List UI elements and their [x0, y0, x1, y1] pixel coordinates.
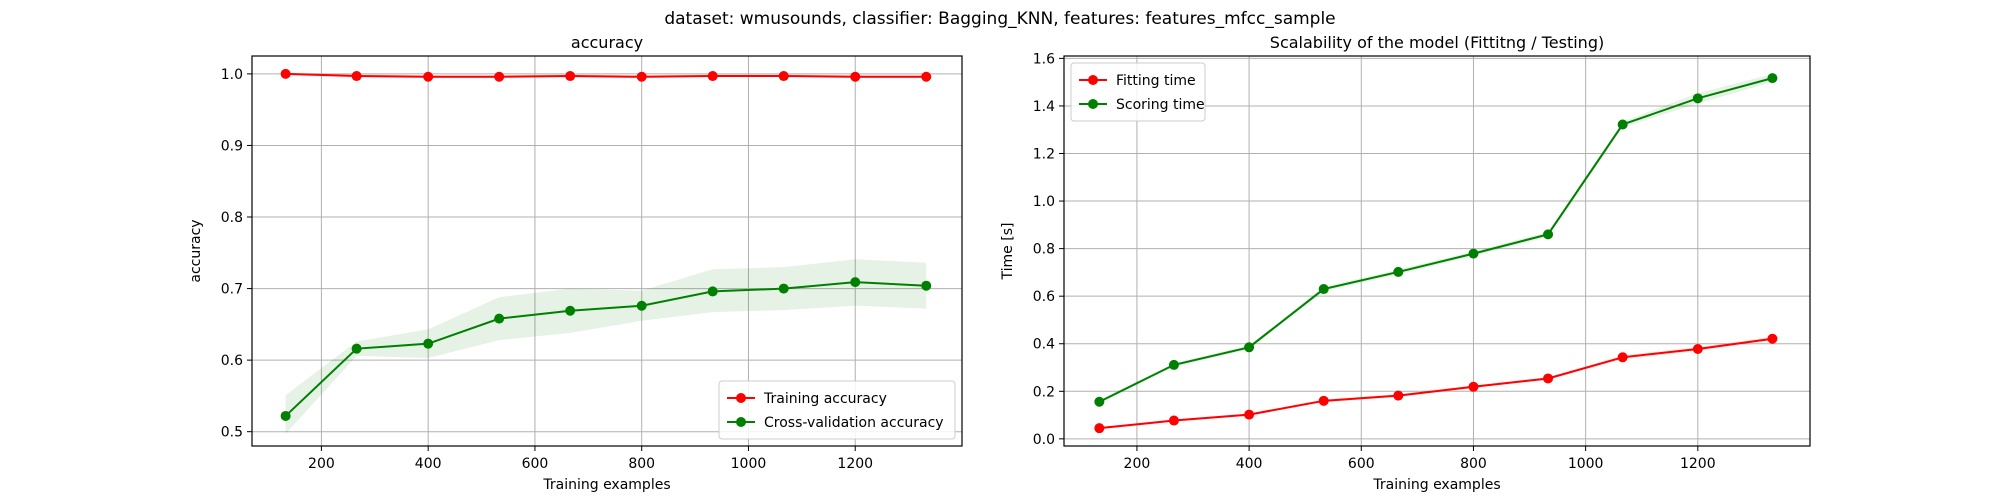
- std-band: [1099, 336, 1773, 430]
- data-point: [921, 71, 932, 82]
- data-point: [1318, 395, 1329, 406]
- std-band: [285, 259, 927, 434]
- x-tick-label: 200: [308, 456, 335, 472]
- legend: Training accuracy Cross-validation accura…: [718, 380, 956, 440]
- x-tick-label: 600: [1348, 456, 1375, 472]
- axes-frame: [251, 55, 963, 447]
- legend-box: [1070, 62, 1206, 122]
- x-tick-label: 1000: [731, 456, 767, 472]
- data-point: [1468, 381, 1479, 392]
- data-point: [1094, 423, 1105, 434]
- y-tick-label: 0.6: [1033, 289, 1055, 305]
- scalability-chart: 200 400 600 800 1000 1200 0.0 0.2 0.4 0.6 0.8 1.0 1.…: [1000, 33, 1811, 493]
- data-point: [1244, 342, 1255, 353]
- y-tick-label: 0.8: [1033, 242, 1055, 258]
- legend-box: [718, 380, 956, 440]
- x-tick-label: 1200: [1680, 456, 1716, 472]
- y-tick-label: 1.0: [221, 67, 243, 83]
- y-tick-label: 0.0: [1033, 432, 1055, 448]
- legend-label: Fitting time: [1116, 73, 1196, 89]
- y-axis-label: Time [s]: [1000, 223, 1016, 281]
- y-tick-label: 1.4: [1033, 99, 1055, 115]
- data-point: [1244, 409, 1255, 420]
- accuracy-chart: 200 400 600 800 1000 1200 0.5 0.6 0.7 0.8 0.9 1.0 ac…: [188, 33, 963, 493]
- x-tick-label: 800: [1460, 456, 1487, 472]
- x-tick-label: 200: [1124, 456, 1151, 472]
- axes-frame: [1063, 55, 1811, 447]
- data-point: [1393, 390, 1404, 401]
- data-point: [1393, 266, 1404, 277]
- x-tick-label: 400: [415, 456, 442, 472]
- data-point: [850, 71, 861, 82]
- y-tick-label: 1.0: [1033, 194, 1055, 210]
- data-point: [707, 286, 718, 297]
- data-point: [1543, 229, 1554, 240]
- chart-title: accuracy: [571, 33, 643, 52]
- data-point: [636, 300, 647, 311]
- data-point: [1767, 73, 1778, 84]
- data-point: [778, 71, 789, 82]
- data-point: [280, 410, 291, 421]
- data-point: [351, 71, 362, 82]
- x-axis-label: Training examples: [1372, 477, 1500, 493]
- data-point: [921, 280, 932, 291]
- x-tick-label: 800: [628, 456, 655, 472]
- std-band: [1099, 74, 1773, 404]
- y-tick-label: 0.7: [221, 282, 243, 298]
- data-point: [1617, 119, 1628, 130]
- data-point: [494, 313, 505, 324]
- data-point: [565, 305, 576, 316]
- legend-label: Scoring time: [1116, 97, 1205, 113]
- data-point: [1468, 248, 1479, 259]
- data-point: [778, 283, 789, 294]
- y-tick-label: 1.6: [1033, 51, 1055, 67]
- y-tick-label: 0.2: [1033, 384, 1055, 400]
- y-tick-label: 0.4: [1033, 337, 1055, 353]
- data-point: [1094, 396, 1105, 407]
- data-point: [565, 71, 576, 82]
- data-point: [423, 71, 434, 82]
- data-point: [1318, 284, 1329, 295]
- data-point: [280, 68, 291, 79]
- figure-suptitle: dataset: wmusounds, classifier: Bagging_…: [664, 9, 1335, 29]
- data-point: [1168, 359, 1179, 370]
- legend-marker: [1088, 99, 1098, 109]
- x-tick-label: 400: [1236, 456, 1263, 472]
- chart-title: Scalability of the model (Fittitng / Tes…: [1270, 33, 1604, 52]
- x-tick-label: 1000: [1568, 456, 1604, 472]
- legend-label: Cross-validation accuracy: [764, 415, 944, 431]
- x-tick-label: 1200: [837, 456, 873, 472]
- legend-marker: [736, 393, 746, 403]
- series-line: [285, 72, 927, 78]
- data-point: [707, 71, 718, 82]
- data-point: [423, 338, 434, 349]
- y-tick-label: 0.6: [221, 353, 243, 369]
- legend-marker: [736, 417, 746, 427]
- series-line: [1099, 337, 1773, 430]
- data-point: [1543, 373, 1554, 384]
- x-tick-label: 600: [522, 456, 549, 472]
- data-point: [1692, 93, 1703, 104]
- data-point: [1692, 343, 1703, 354]
- data-point: [351, 343, 362, 354]
- y-axis-label: accuracy: [188, 219, 204, 282]
- y-tick-label: 0.5: [221, 425, 243, 441]
- data-point: [1168, 415, 1179, 426]
- data-point: [1617, 352, 1628, 363]
- series-line: [1098, 77, 1773, 403]
- data-point: [850, 277, 861, 288]
- series-line: [284, 281, 927, 417]
- y-tick-label: 0.8: [221, 210, 243, 226]
- legend-label: Training accuracy: [763, 391, 887, 407]
- legend: Fitting time Scoring time: [1070, 62, 1206, 122]
- data-point: [494, 71, 505, 82]
- y-tick-label: 1.2: [1033, 147, 1055, 163]
- data-point: [1767, 333, 1778, 344]
- legend-marker: [1088, 75, 1098, 85]
- y-tick-label: 0.9: [221, 138, 243, 154]
- x-axis-label: Training examples: [542, 477, 670, 493]
- data-point: [636, 71, 647, 82]
